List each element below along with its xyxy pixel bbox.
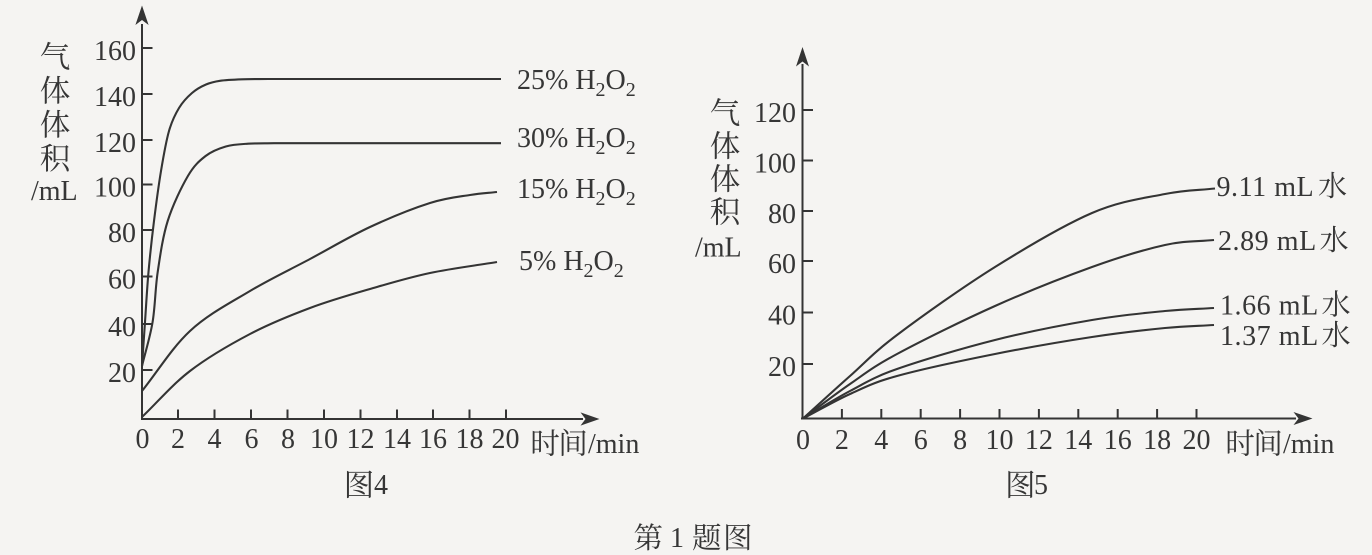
svg-text:100: 100 (754, 149, 796, 180)
svg-text:1.37 mL: 1.37 mL (1220, 321, 1319, 352)
svg-text:18: 18 (456, 424, 484, 455)
svg-text:0: 0 (796, 425, 810, 456)
svg-text:14: 14 (1064, 425, 1092, 456)
svg-text:14: 14 (383, 424, 411, 455)
svg-text:30% H2O2: 30% H2O2 (517, 123, 636, 159)
svg-text:160: 160 (94, 36, 136, 67)
svg-text:15% H2O2: 15% H2O2 (517, 174, 636, 210)
svg-text:/min: /min (1283, 429, 1334, 460)
svg-text:5% H2O2: 5% H2O2 (519, 246, 624, 282)
svg-text:120: 120 (754, 98, 796, 129)
svg-text:20: 20 (492, 424, 520, 455)
svg-text:40: 40 (108, 312, 136, 343)
svg-text:100: 100 (94, 173, 136, 204)
svg-text:5: 5 (1034, 470, 1048, 501)
svg-text:1: 1 (670, 523, 684, 554)
svg-text:2: 2 (171, 424, 185, 455)
svg-text:/mL: /mL (695, 233, 742, 264)
svg-text:16: 16 (419, 424, 447, 455)
svg-text:18: 18 (1143, 425, 1171, 456)
svg-text:80: 80 (768, 199, 796, 230)
svg-text:4: 4 (374, 470, 388, 501)
svg-text:9.11 mL: 9.11 mL (1217, 172, 1315, 203)
svg-text:1.66 mL: 1.66 mL (1220, 291, 1319, 322)
svg-text:25% H2O2: 25% H2O2 (517, 65, 636, 101)
svg-text:12: 12 (347, 424, 375, 455)
svg-text:10: 10 (986, 425, 1014, 456)
svg-text:/mL: /mL (31, 176, 78, 207)
svg-text:10: 10 (310, 424, 338, 455)
svg-text:12: 12 (1025, 425, 1053, 456)
svg-text:20: 20 (1183, 425, 1211, 456)
svg-text:2: 2 (835, 425, 849, 456)
svg-text:8: 8 (953, 425, 967, 456)
svg-text:0: 0 (136, 424, 150, 455)
svg-text:20: 20 (108, 358, 136, 389)
svg-text:40: 40 (768, 301, 796, 332)
svg-text:20: 20 (768, 352, 796, 383)
svg-text:/min: /min (588, 429, 639, 460)
svg-text:60: 60 (768, 249, 796, 280)
svg-text:140: 140 (94, 82, 136, 113)
svg-text:120: 120 (94, 128, 136, 159)
svg-text:80: 80 (108, 218, 136, 249)
svg-text:8: 8 (281, 424, 295, 455)
svg-text:6: 6 (914, 425, 928, 456)
svg-text:4: 4 (208, 424, 222, 455)
svg-text:6: 6 (245, 424, 259, 455)
svg-text:16: 16 (1104, 425, 1132, 456)
svg-text:60: 60 (108, 265, 136, 296)
svg-text:2.89 mL: 2.89 mL (1218, 226, 1317, 257)
svg-text:4: 4 (874, 425, 888, 456)
